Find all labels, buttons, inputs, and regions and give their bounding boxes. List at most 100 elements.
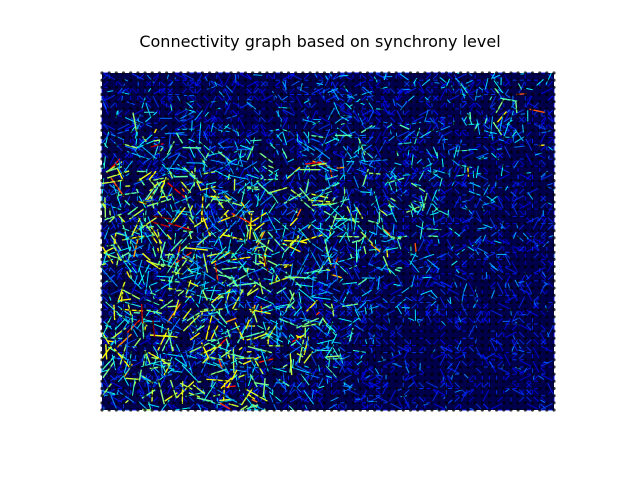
- edge-weak: [259, 380, 268, 389]
- edge-weak: [309, 86, 325, 95]
- edge-weak: [438, 287, 447, 296]
- edge-strong: [410, 275, 415, 289]
- graph-node: [186, 71, 190, 75]
- edge-weak: [302, 337, 311, 346]
- edge-strong: [226, 369, 238, 389]
- edge-weak: [524, 137, 533, 146]
- edge-weak: [288, 173, 297, 188]
- edge-weak: [173, 165, 182, 174]
- edge-strong: [353, 175, 360, 189]
- edge-weak: [388, 366, 397, 375]
- edge-strong: [512, 232, 517, 239]
- edge-strong: [199, 169, 203, 178]
- edge-weak: [252, 287, 261, 303]
- edge-strong: [405, 366, 410, 374]
- edge-weak: [151, 266, 160, 275]
- edge-weak: [481, 402, 490, 411]
- edge-strong: [246, 173, 259, 179]
- edge-strong: [440, 116, 446, 119]
- edge-strong: [268, 391, 283, 403]
- edge-weak: [151, 373, 160, 389]
- edge-weak: [489, 352, 505, 361]
- edge-weak: [431, 309, 440, 318]
- edge-strong: [212, 361, 229, 374]
- edge-strong: [150, 292, 156, 296]
- edge-weak: [460, 180, 469, 189]
- edge-strong: [208, 368, 227, 376]
- edge-weak: [338, 86, 354, 95]
- edge-strong: [147, 403, 160, 408]
- edge-weak: [331, 301, 347, 311]
- graph-node: [251, 71, 255, 75]
- edge-weak: [259, 94, 275, 103]
- edge-strong: [394, 298, 407, 309]
- edge-strong: [408, 259, 420, 273]
- edge-strong: [217, 320, 227, 328]
- edge-weak: [402, 373, 411, 382]
- edge-weak: [230, 287, 239, 303]
- graph-node: [444, 71, 448, 75]
- edge-weak: [489, 402, 505, 411]
- edge-weak: [446, 72, 454, 81]
- edge-strong: [392, 223, 395, 236]
- edge-weak: [216, 388, 225, 404]
- edge-weak: [395, 86, 404, 95]
- edge-weak: [259, 87, 268, 102]
- edge-strong: [167, 330, 174, 352]
- edge-weak: [381, 122, 390, 138]
- edge-strong: [136, 171, 153, 183]
- edge-weak: [266, 208, 275, 217]
- edge-strong: [299, 147, 309, 153]
- edge-weak: [539, 259, 548, 267]
- edge-weak: [525, 237, 540, 246]
- edge-weak: [201, 101, 211, 117]
- edge-strong: [293, 306, 303, 317]
- graph-node: [387, 71, 391, 75]
- edge-strong: [275, 110, 283, 121]
- edge-weak: [216, 115, 225, 124]
- edge-weak: [367, 280, 376, 296]
- edge-weak: [503, 273, 512, 289]
- edge-strong: [153, 128, 158, 134]
- edge-strong: [196, 254, 202, 259]
- edge-weak: [288, 201, 297, 210]
- edge-weak: [108, 402, 124, 411]
- edge-strong: [375, 219, 379, 236]
- edge-strong: [179, 180, 192, 194]
- edge-strong: [104, 213, 122, 221]
- edge-weak: [216, 258, 232, 268]
- edge-weak: [467, 101, 476, 117]
- edge-weak: [388, 287, 404, 296]
- edge-strong: [449, 297, 452, 304]
- edge-strong: [185, 290, 190, 297]
- edge-weak: [510, 388, 526, 397]
- edge-weak: [202, 266, 210, 275]
- edge-weak: [302, 180, 311, 189]
- edge-weak: [316, 208, 332, 217]
- edge-weak: [489, 337, 505, 346]
- edge-strong: [382, 255, 392, 274]
- edge-weak: [374, 201, 390, 210]
- edge-weak: [309, 366, 325, 375]
- edge-weak: [323, 316, 333, 332]
- edge-strong: [326, 365, 337, 378]
- edge-weak: [481, 380, 490, 389]
- edge-strong: [485, 272, 488, 279]
- edge-strong: [257, 182, 272, 196]
- edge-weak: [467, 251, 476, 260]
- edge-weak: [151, 151, 160, 167]
- edge-strong: [312, 243, 329, 256]
- edge-strong: [367, 305, 379, 311]
- edge-strong: [272, 304, 278, 311]
- edge-strong: [326, 268, 331, 272]
- edge-strong: [216, 273, 235, 279]
- graph-node: [129, 78, 133, 82]
- edge-strong: [211, 379, 213, 388]
- edge-weak: [316, 72, 325, 81]
- edge-weak: [245, 86, 254, 95]
- edge-strong: [207, 338, 216, 342]
- edge-weak: [195, 402, 210, 411]
- edge-strong: [203, 157, 206, 173]
- edge-strong: [182, 314, 200, 332]
- edge-weak: [166, 223, 175, 232]
